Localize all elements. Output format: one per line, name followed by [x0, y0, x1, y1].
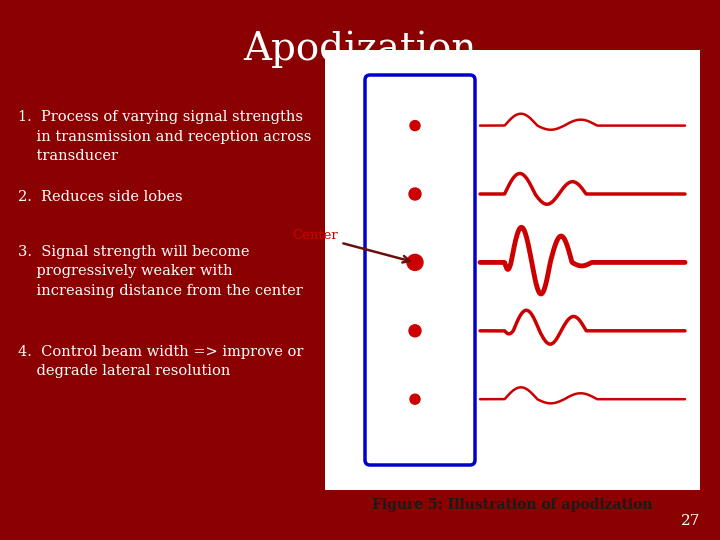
Circle shape [409, 325, 421, 337]
Circle shape [407, 254, 423, 271]
Circle shape [409, 188, 421, 200]
Circle shape [410, 394, 420, 404]
Text: 1.  Process of varying signal strengths
    in transmission and reception across: 1. Process of varying signal strengths i… [18, 110, 311, 163]
Text: Apodization: Apodization [243, 30, 477, 68]
Circle shape [410, 120, 420, 131]
Text: 3.  Signal strength will become
    progressively weaker with
    increasing dis: 3. Signal strength will become progressi… [18, 245, 302, 298]
Text: 4.  Control beam width => improve or
    degrade lateral resolution: 4. Control beam width => improve or degr… [18, 345, 303, 379]
Text: Center: Center [292, 230, 410, 262]
Bar [325, 50, 700, 490]
Text: 2.  Reduces side lobes: 2. Reduces side lobes [18, 190, 183, 204]
Text: Figure 5: Illustration of apodization: Figure 5: Illustration of apodization [372, 498, 653, 512]
Text: 27: 27 [680, 514, 700, 528]
FancyBboxPatch shape [365, 75, 475, 465]
